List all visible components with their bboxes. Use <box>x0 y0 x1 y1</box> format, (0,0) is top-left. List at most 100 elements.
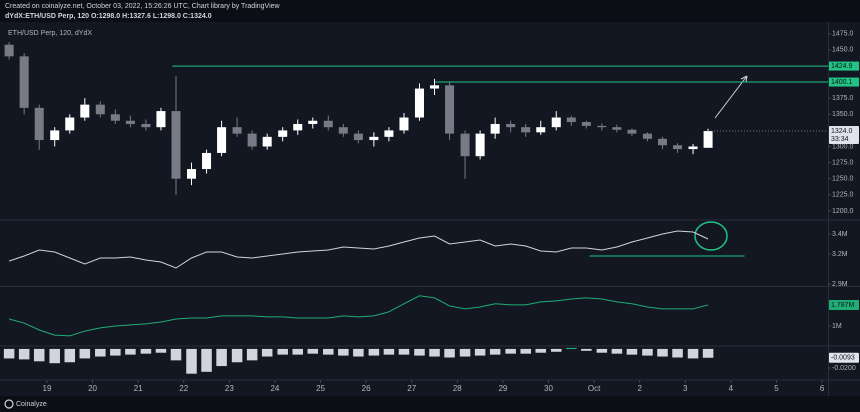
candle-body <box>171 111 181 179</box>
y-tick-label: 1375.0 <box>832 95 854 102</box>
candle-body <box>597 125 607 128</box>
candle-body <box>65 117 75 131</box>
candle-body <box>642 133 652 139</box>
x-tick-label: 6 <box>820 384 825 393</box>
histogram-bar <box>95 348 106 357</box>
histogram-bar <box>140 348 152 354</box>
x-tick-label: 23 <box>225 384 234 393</box>
y-tick-label: 1M <box>832 323 842 330</box>
histogram-bar <box>277 348 288 355</box>
candle-body <box>612 127 622 130</box>
candle-body <box>627 129 637 134</box>
y-tick-label: 3.4M <box>832 231 848 238</box>
candle-body <box>125 120 135 124</box>
histogram-bar <box>687 348 699 359</box>
candle-body <box>95 104 105 115</box>
histogram-bar <box>702 348 714 358</box>
annotation-arrowhead <box>740 75 748 83</box>
histogram-bar <box>414 348 425 356</box>
candle-body <box>308 120 318 124</box>
candle-body <box>217 127 227 153</box>
histogram-bar <box>398 348 410 355</box>
histogram-bar <box>170 348 182 361</box>
candle-body <box>551 117 561 128</box>
x-tick-label: 28 <box>453 384 462 393</box>
histogram-bar <box>110 348 121 356</box>
histogram-bar <box>216 348 227 367</box>
histogram-bar <box>611 348 623 354</box>
histogram-bar <box>596 348 608 353</box>
annotation-arrow <box>714 75 748 119</box>
candle-body <box>50 130 60 141</box>
histogram-bar <box>383 348 395 355</box>
histogram-bar <box>186 348 197 374</box>
x-tick-label: 3 <box>683 384 688 393</box>
level-label: 1400.1 <box>831 79 853 86</box>
histogram-bar <box>581 348 592 351</box>
candle-body <box>566 117 576 123</box>
candle-body <box>414 88 424 118</box>
header-bar <box>0 0 860 22</box>
y-tick-label: 1450.0 <box>832 47 854 54</box>
candle-body <box>673 145 683 150</box>
candle-body <box>430 85 440 89</box>
histogram-bar <box>444 348 455 358</box>
histogram-bar <box>49 348 60 364</box>
histogram-bar <box>33 348 45 362</box>
x-tick-label: 26 <box>362 384 371 393</box>
x-tick-label: 5 <box>774 384 779 393</box>
level-label: 1424.9 <box>831 63 853 70</box>
histogram-bar <box>292 348 303 355</box>
histogram-bar <box>489 348 501 355</box>
y-tick-label: 2.9M <box>832 281 848 288</box>
candle-body <box>262 136 272 147</box>
pane-title: ETH/USD Perp, 120, dYdX <box>8 30 92 37</box>
candle-body <box>110 114 120 121</box>
y-tick-label: 1350.0 <box>832 111 854 118</box>
histogram-bar <box>64 348 76 363</box>
histogram-bar <box>79 348 91 359</box>
candle-body <box>657 138 668 146</box>
candle-body <box>4 44 14 57</box>
candle-body <box>247 133 257 147</box>
series-line <box>8 295 709 337</box>
histogram-bar <box>535 348 547 353</box>
x-tick-label: 20 <box>88 384 97 393</box>
candle-body <box>34 107 44 141</box>
histogram-bar <box>657 348 668 357</box>
series-line <box>8 230 709 269</box>
header-symbol: dYdX:ETH/USD Perp, 120 O:1298.0 H:1327.6… <box>5 13 212 20</box>
histogram-bar <box>155 348 167 353</box>
candle-body <box>80 104 90 118</box>
candle-body <box>384 130 394 137</box>
countdown-label: 33:34 <box>831 136 849 143</box>
y-tick-label: 1300.0 <box>832 143 854 150</box>
histogram-bar <box>368 348 380 356</box>
last-value-label: 1324.0 <box>831 128 853 135</box>
histogram-bar <box>125 348 136 355</box>
footer-logo <box>4 399 14 409</box>
x-tick-label: 24 <box>270 384 279 393</box>
x-tick-label: 21 <box>134 384 143 393</box>
y-tick-label: 3.2M <box>832 251 848 258</box>
histogram-bar <box>323 348 334 355</box>
x-tick-label: Oct <box>588 384 601 393</box>
histogram-bar <box>3 348 15 359</box>
candle-body <box>445 85 455 134</box>
candle-body <box>202 152 212 170</box>
y-tick-label: 1475.0 <box>832 31 854 38</box>
last-value-label: -0.0093 <box>831 355 855 362</box>
candle-body <box>186 169 197 179</box>
x-tick-label: 27 <box>407 384 416 393</box>
candle-body <box>293 123 303 131</box>
histogram-bar <box>261 348 273 357</box>
header-line: Created on coinalyze.net, October 03, 20… <box>5 3 281 10</box>
histogram-bar <box>201 348 212 372</box>
histogram-bar <box>672 348 683 358</box>
last-value-box <box>829 352 859 363</box>
level-box <box>829 61 859 71</box>
histogram-bar <box>550 348 562 352</box>
histogram-bar <box>338 348 349 356</box>
y-tick-label: 1225.0 <box>832 192 854 199</box>
y-tick-label: 1200.0 <box>832 208 854 215</box>
